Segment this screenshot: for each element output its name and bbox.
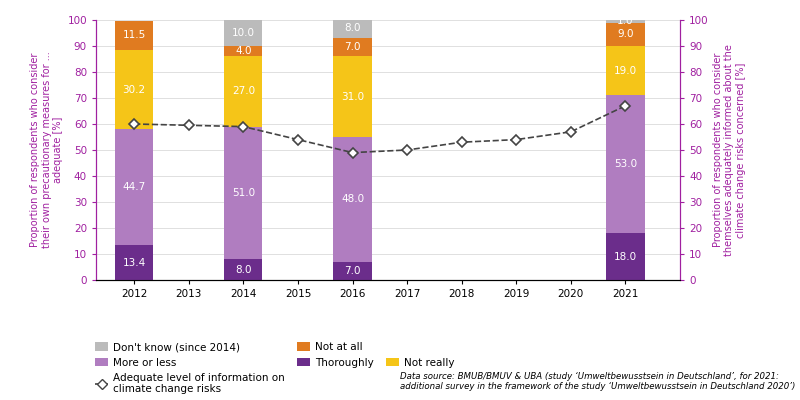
Bar bbox=[606, 20, 645, 22]
Text: 19.0: 19.0 bbox=[614, 66, 637, 76]
Text: 1.0: 1.0 bbox=[617, 16, 634, 26]
Bar bbox=[334, 262, 372, 280]
Text: 9.0: 9.0 bbox=[617, 29, 634, 39]
Bar bbox=[224, 20, 262, 46]
Bar bbox=[606, 22, 645, 46]
Text: 51.0: 51.0 bbox=[232, 188, 255, 198]
Text: 18.0: 18.0 bbox=[614, 252, 637, 262]
Bar bbox=[115, 245, 154, 280]
Bar bbox=[224, 56, 262, 126]
Bar bbox=[606, 95, 645, 233]
Bar bbox=[115, 50, 154, 129]
Bar bbox=[224, 126, 262, 259]
Bar bbox=[606, 46, 645, 95]
Bar bbox=[606, 233, 645, 280]
Text: Data source: BMUB/BMUV & UBA (study ‘Umweltbewusstsein in Deutschland’, for 2021: Data source: BMUB/BMUV & UBA (study ‘Umw… bbox=[400, 372, 795, 391]
Bar bbox=[334, 137, 372, 262]
Bar bbox=[334, 56, 372, 137]
Bar bbox=[224, 259, 262, 280]
Text: 31.0: 31.0 bbox=[341, 92, 364, 102]
Bar bbox=[115, 129, 154, 245]
Text: 30.2: 30.2 bbox=[122, 85, 146, 95]
Text: 10.0: 10.0 bbox=[232, 28, 255, 38]
Bar bbox=[334, 17, 372, 38]
Y-axis label: Proportion of respondents who consider
their own precautionary measures for ...
: Proportion of respondents who consider t… bbox=[30, 52, 63, 248]
Text: 8.0: 8.0 bbox=[344, 23, 361, 33]
Bar bbox=[224, 46, 262, 56]
Text: 53.0: 53.0 bbox=[614, 159, 637, 169]
Y-axis label: Proportion of respondents who consider
themselves adequately informed about the
: Proportion of respondents who consider t… bbox=[713, 44, 746, 256]
Bar bbox=[115, 20, 154, 50]
Text: 44.7: 44.7 bbox=[122, 182, 146, 192]
Bar bbox=[334, 38, 372, 56]
Text: 8.0: 8.0 bbox=[235, 265, 252, 274]
Text: 7.0: 7.0 bbox=[344, 42, 361, 52]
Text: 48.0: 48.0 bbox=[341, 194, 364, 204]
Text: 27.0: 27.0 bbox=[232, 86, 255, 96]
Text: 4.0: 4.0 bbox=[235, 46, 252, 56]
Text: 7.0: 7.0 bbox=[344, 266, 361, 276]
Text: 11.5: 11.5 bbox=[122, 30, 146, 40]
Text: 13.4: 13.4 bbox=[122, 258, 146, 268]
Legend: Don't know (since 2014), More or less, Adequate level of information on
climate : Don't know (since 2014), More or less, A… bbox=[95, 342, 454, 394]
